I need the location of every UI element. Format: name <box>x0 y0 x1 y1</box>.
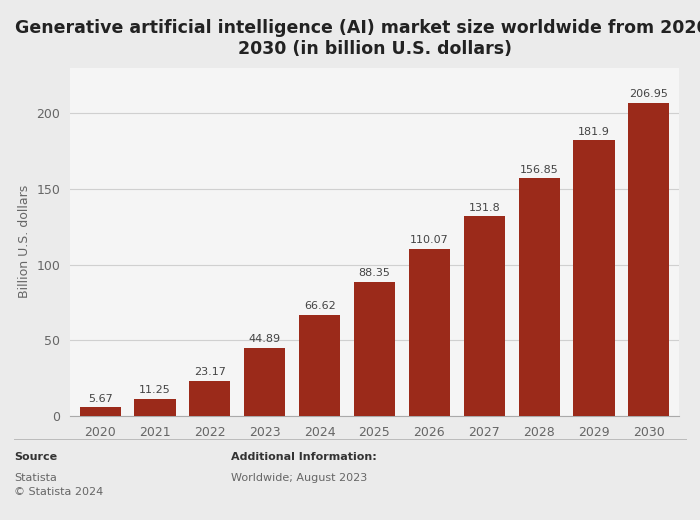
Text: 23.17: 23.17 <box>194 367 226 377</box>
Text: 181.9: 181.9 <box>578 127 610 137</box>
Text: Statista
© Statista 2024: Statista © Statista 2024 <box>14 473 104 497</box>
Text: 206.95: 206.95 <box>629 89 668 99</box>
Text: 44.89: 44.89 <box>248 334 281 344</box>
Title: Generative artificial intelligence (AI) market size worldwide from 2020 to
2030 : Generative artificial intelligence (AI) … <box>15 19 700 58</box>
Text: 11.25: 11.25 <box>139 385 171 395</box>
Text: Source: Source <box>14 452 57 462</box>
Text: 156.85: 156.85 <box>519 165 559 175</box>
Text: Additional Information:: Additional Information: <box>231 452 377 462</box>
Text: 66.62: 66.62 <box>304 301 335 311</box>
Text: Worldwide; August 2023: Worldwide; August 2023 <box>231 473 368 483</box>
Bar <box>189 381 230 416</box>
Bar <box>134 399 176 416</box>
Bar <box>409 249 450 416</box>
Bar <box>354 282 395 416</box>
Bar <box>629 102 669 416</box>
Text: 131.8: 131.8 <box>468 203 500 213</box>
Bar <box>573 140 615 416</box>
Text: 5.67: 5.67 <box>88 394 113 404</box>
Bar <box>519 178 560 416</box>
Y-axis label: Billion U.S. dollars: Billion U.S. dollars <box>18 185 31 298</box>
Bar <box>463 216 505 416</box>
Bar <box>80 407 120 416</box>
Bar <box>244 348 286 416</box>
Text: 110.07: 110.07 <box>410 236 449 245</box>
Bar <box>299 315 340 416</box>
Text: 88.35: 88.35 <box>358 268 391 278</box>
